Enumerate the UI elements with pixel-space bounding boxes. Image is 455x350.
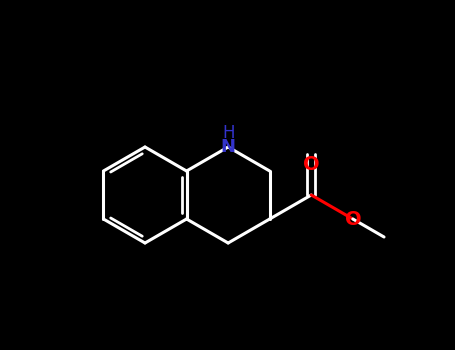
Text: H: H [222,124,234,142]
Text: N: N [221,138,236,156]
Text: O: O [344,210,361,229]
Text: O: O [303,155,319,174]
